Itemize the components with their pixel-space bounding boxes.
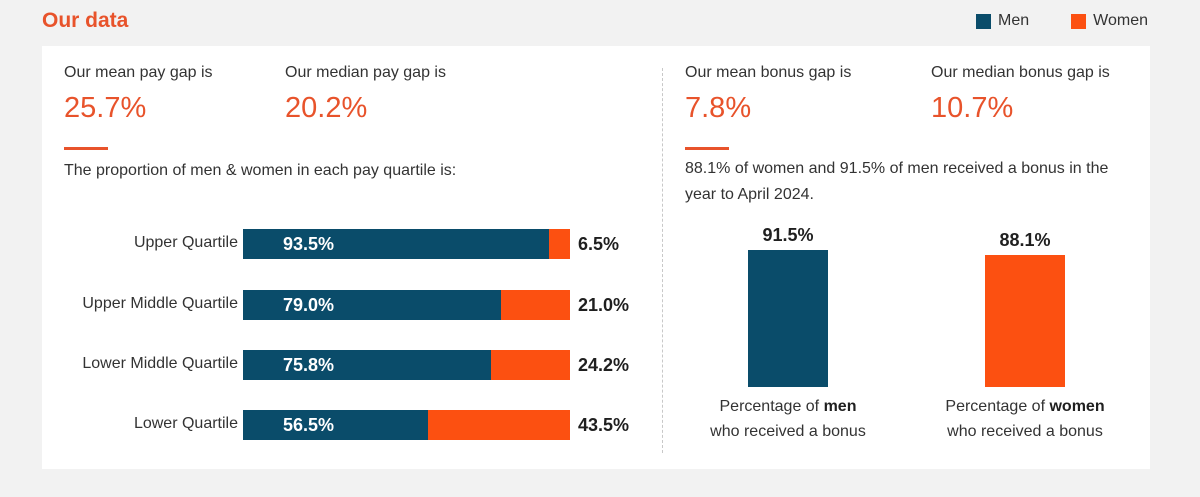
legend-swatch-women — [1071, 13, 1087, 29]
mean-bonus-gap: Our mean bonus gap is 7.8% — [685, 64, 851, 125]
bar-value-men: 93.5% — [283, 233, 335, 254]
bar-segment-women — [548, 229, 570, 259]
data-card: Our mean pay gap is 25.7% Our median pay… — [42, 46, 1150, 469]
bonus-caption-men-pre: Percentage of — [719, 398, 824, 415]
bonus-accent-rule — [685, 147, 729, 150]
mean-pay-gap-label: Our mean pay gap is — [64, 64, 213, 81]
bar-value-women: 6.5% — [578, 234, 620, 254]
bar-segment-women — [501, 290, 570, 320]
bar-value-men: 75.8% — [283, 354, 335, 375]
legend: Men Women — [976, 12, 1148, 30]
mean-pay-gap-value: 25.7% — [64, 92, 147, 124]
bonus-bar-women — [985, 254, 1065, 387]
quartile-intro: The proportion of men & women in each pa… — [64, 162, 457, 179]
bonus-value-women: 88.1% — [999, 229, 1051, 250]
bar-value-women: 24.2% — [578, 355, 630, 375]
bar-segment-women — [427, 410, 570, 440]
bar-value-men: 56.5% — [283, 414, 335, 435]
bonus-caption-men: Percentage of men who received a bonus — [678, 394, 898, 444]
bar-value-women: 43.5% — [578, 415, 630, 435]
median-pay-gap-value: 20.2% — [285, 92, 368, 124]
bonus-caption-women-bold: women — [1049, 398, 1105, 415]
median-pay-gap-label: Our median pay gap is — [285, 64, 446, 81]
legend-swatch-men — [976, 13, 992, 29]
quartile-bar: 93.5% — [243, 229, 570, 259]
mean-pay-gap: Our mean pay gap is 25.7% — [64, 64, 213, 125]
page-title: Our data — [42, 9, 129, 32]
quartile-bar: 56.5% — [243, 410, 570, 440]
bar-segment-men: 75.8% — [243, 350, 491, 380]
median-pay-gap: Our median pay gap is 20.2% — [285, 64, 446, 125]
bar-value-men: 79.0% — [283, 294, 335, 315]
legend-item-men: Men — [976, 12, 1029, 30]
mean-bonus-gap-value: 7.8% — [685, 92, 752, 124]
legend-label-women: Women — [1093, 12, 1148, 29]
quartile-bar: 79.0% — [243, 290, 570, 320]
median-bonus-gap: Our median bonus gap is 10.7% — [931, 64, 1110, 125]
quartile-bar: 75.8% — [243, 350, 570, 380]
legend-label-men: Men — [998, 12, 1030, 29]
bonus-value-men: 91.5% — [762, 224, 814, 245]
bar-segment-men: 56.5% — [243, 410, 428, 440]
bonus-caption-men-post: who received a bonus — [710, 423, 866, 440]
quartile-label: Upper Quartile — [133, 234, 238, 251]
bonus-caption-women: Percentage of women who received a bonus — [915, 394, 1135, 444]
bonus-bar-men — [748, 249, 828, 387]
bar-segment-men: 79.0% — [243, 290, 502, 320]
bonus-caption-men-bold: men — [823, 398, 857, 415]
quartile-label: Lower Middle Quartile — [82, 355, 238, 372]
pay-accent-rule — [64, 147, 108, 150]
quartile-label: Lower Quartile — [133, 415, 238, 432]
median-bonus-gap-value: 10.7% — [931, 92, 1014, 124]
bonus-intro: 88.1% of women and 91.5% of men received… — [685, 160, 1109, 203]
legend-item-women: Women — [1071, 12, 1148, 30]
quartile-label: Upper Middle Quartile — [82, 295, 238, 312]
mean-bonus-gap-label: Our mean bonus gap is — [685, 64, 852, 81]
bonus-caption-women-post: who received a bonus — [947, 423, 1103, 440]
bar-value-women: 21.0% — [578, 295, 630, 315]
bar-segment-women — [490, 350, 570, 380]
median-bonus-gap-label: Our median bonus gap is — [931, 64, 1110, 81]
bar-segment-men: 93.5% — [243, 229, 549, 259]
divider — [662, 68, 663, 453]
bonus-caption-women-pre: Percentage of — [945, 398, 1050, 415]
